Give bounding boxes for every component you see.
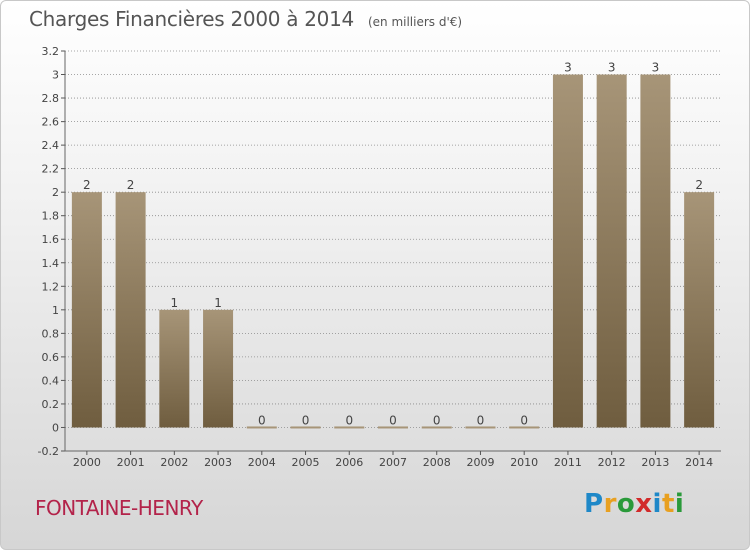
bar [334, 426, 365, 429]
bar [596, 74, 627, 428]
data-label: 2 [127, 178, 135, 192]
x-tick-label: 2009 [466, 456, 494, 469]
data-label: 3 [564, 61, 572, 75]
y-tick-label: 3 [52, 69, 59, 82]
title-block: Charges Financières 2000 à 2014 (en milli… [29, 7, 462, 31]
logo-letter: P [584, 489, 604, 519]
y-tick-label: 2.6 [42, 116, 60, 129]
data-label: 3 [652, 61, 660, 75]
bar [290, 426, 321, 429]
y-tick-label: 1 [52, 304, 59, 317]
x-tick-label: 2013 [641, 456, 669, 469]
data-label: 0 [258, 413, 266, 427]
logo-letter: i [674, 489, 685, 519]
data-label: 1 [214, 296, 222, 310]
y-tick-label: 2.2 [42, 163, 60, 176]
proxiti-logo: Proxiti [584, 489, 684, 519]
data-label: 0 [520, 413, 528, 427]
x-tick-label: 2007 [379, 456, 407, 469]
bar [421, 426, 452, 429]
data-label: 0 [345, 413, 353, 427]
y-tick-label: 1.6 [42, 233, 60, 246]
data-label: 2 [83, 178, 91, 192]
x-tick-label: 2002 [160, 456, 188, 469]
logo-letter: o [616, 489, 636, 519]
y-tick-label: 1.4 [42, 257, 60, 270]
data-label: 0 [433, 413, 441, 427]
x-tick-label: 2003 [204, 456, 232, 469]
x-tick-label: 2000 [73, 456, 101, 469]
x-tick-label: 2014 [685, 456, 713, 469]
bar [203, 309, 234, 428]
logo-letter: r [603, 489, 617, 519]
bar [465, 426, 496, 429]
y-tick-label: 3.2 [42, 45, 60, 58]
data-label: 3 [608, 61, 616, 75]
y-tick-label: 0.4 [42, 374, 60, 387]
x-tick-label: 2004 [248, 456, 276, 469]
bar [552, 74, 583, 428]
x-tick-label: 2012 [598, 456, 626, 469]
y-tick-label: 2.4 [42, 139, 60, 152]
data-label: 0 [389, 413, 397, 427]
bar [159, 309, 190, 428]
bar [684, 192, 715, 428]
data-label: 2 [695, 178, 703, 192]
bar [640, 74, 671, 428]
y-tick-label: 0.8 [42, 327, 60, 340]
y-tick-label: 2.8 [42, 92, 60, 105]
y-tick-label: 2 [52, 186, 59, 199]
bar [509, 426, 540, 429]
data-label: 0 [302, 413, 310, 427]
chart-title: Charges Financières 2000 à 2014 [29, 7, 354, 31]
x-tick-label: 2008 [423, 456, 451, 469]
x-tick-label: 2010 [510, 456, 538, 469]
y-tick-label: -0.2 [38, 445, 59, 458]
data-label: 1 [171, 296, 179, 310]
y-tick-label: 0.2 [42, 398, 60, 411]
logo-letter: x [635, 489, 653, 519]
y-tick-label: 1.8 [42, 210, 60, 223]
y-tick-label: 1.2 [42, 280, 60, 293]
y-tick-label: 0 [52, 421, 59, 434]
bar [115, 192, 146, 428]
commune-name: FONTAINE-HENRY [35, 496, 203, 520]
bar [71, 192, 102, 428]
y-tick-label: 0.6 [42, 351, 60, 364]
chart-unit: (en milliers d'€) [367, 15, 463, 29]
x-tick-label: 2011 [554, 456, 582, 469]
x-tick-label: 2006 [335, 456, 363, 469]
logo-letter: t [661, 489, 675, 519]
bar [246, 426, 277, 429]
x-tick-label: 2005 [292, 456, 320, 469]
data-label: 0 [477, 413, 485, 427]
x-tick-label: 2001 [117, 456, 145, 469]
logo-letter: i [652, 489, 662, 519]
bar [378, 426, 408, 429]
